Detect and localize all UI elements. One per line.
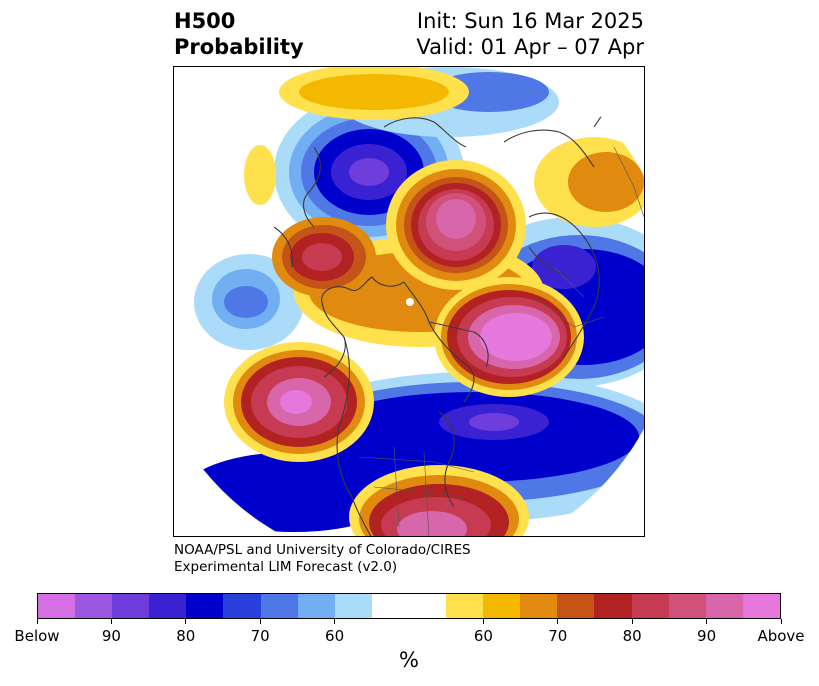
colorbar-tick-label: 80: [176, 627, 196, 645]
valid-date: Valid: 01 Apr – 07 Apr: [416, 35, 644, 59]
colorbar-swatch: [705, 594, 743, 618]
credit-text: NOAA/PSL and University of Colorado/CIRE…: [174, 542, 471, 576]
colorbar-swatch: [149, 594, 187, 618]
colorbar-tick-label: 70: [250, 627, 270, 645]
colorbar-swatch: [594, 594, 632, 618]
above-anomaly-left-small: [244, 145, 276, 205]
colorbar-tick-mark: [780, 619, 782, 624]
colorbar-tick-label: Below: [14, 627, 60, 645]
colorbar-tick-label: 60: [325, 627, 345, 645]
map-svg: [174, 67, 644, 536]
colorbar-tick-mark: [706, 619, 708, 624]
colorbar-swatch: [260, 594, 298, 618]
below-anomaly-pacific-west: [194, 254, 304, 350]
colorbar-tick-label: 60: [473, 627, 493, 645]
colorbar-tick-mark: [110, 619, 112, 624]
colorbar-swatch: [408, 594, 447, 618]
colorbar-swatch: [520, 594, 558, 618]
colorbar-swatch: [668, 594, 706, 618]
colorbar-tick-label: 80: [622, 627, 642, 645]
credit-line-2: Experimental LIM Forecast (v2.0): [174, 559, 398, 575]
map-panel: [173, 66, 645, 537]
init-date: Init: Sun 16 Mar 2025: [416, 9, 644, 33]
colorbar-tick-label: 90: [697, 627, 717, 645]
above-anomaly-atlantic: [434, 277, 584, 397]
colorbar-tick-mark: [259, 619, 261, 624]
colorbar-swatch: [446, 594, 484, 618]
title-probability: Probability: [174, 35, 304, 59]
colorbar-swatch: [38, 594, 76, 618]
colorbar-tick-mark: [631, 619, 633, 624]
colorbar-swatch: [112, 594, 150, 618]
colorbar: [37, 593, 781, 619]
colorbar-tick-mark: [36, 619, 38, 624]
above-anomaly-greenland: [386, 160, 526, 290]
colorbar-swatch: [557, 594, 595, 618]
colorbar-swatch: [742, 594, 780, 618]
credit-line-1: NOAA/PSL and University of Colorado/CIRE…: [174, 542, 471, 558]
north-pole-marker: [406, 298, 414, 306]
colorbar-tick-mark: [482, 619, 484, 624]
colorbar-swatch: [297, 594, 335, 618]
forecast-dates: Init: Sun 16 Mar 2025 Valid: 01 Apr – 07…: [416, 8, 644, 60]
above-anomaly-siberia: [272, 217, 376, 297]
above-anomaly-south: [349, 465, 529, 536]
colorbar-swatch: [186, 594, 224, 618]
colorbar-tick-label: 70: [548, 627, 568, 645]
colorbar-swatch: [483, 594, 521, 618]
borders: [358, 146, 644, 536]
colorbar-tick-mark: [334, 619, 336, 624]
above-anomaly-pacific: [224, 342, 374, 462]
title-variable: H500: [174, 9, 236, 33]
colorbar-tick-label: 90: [101, 627, 121, 645]
colorbar-tick-mark: [557, 619, 559, 624]
colorbar-tick-mark: [185, 619, 187, 624]
colorbar-unit: %: [399, 648, 419, 672]
colorbar-swatch: [631, 594, 669, 618]
map-title: H500 Probability: [174, 8, 304, 60]
colorbar-swatch: [75, 594, 113, 618]
above-anomaly-right-edge: [534, 137, 644, 227]
coastlines: [273, 86, 630, 536]
colorbar-swatch: [334, 594, 372, 618]
colorbar-swatch: [223, 594, 261, 618]
probability-field: [174, 67, 644, 536]
above-anomaly-northeast-strip: [279, 67, 469, 120]
colorbar-swatch: [371, 594, 409, 618]
colorbar-tick-label: Above: [757, 627, 805, 645]
